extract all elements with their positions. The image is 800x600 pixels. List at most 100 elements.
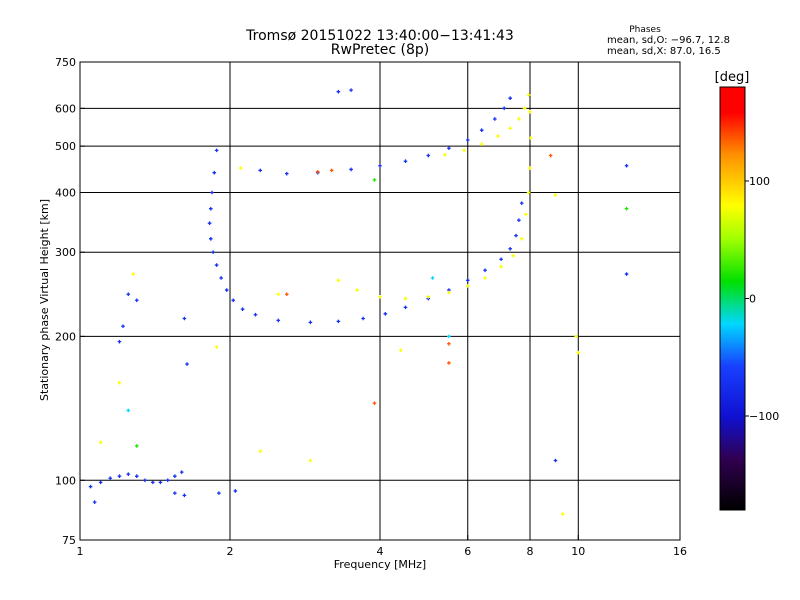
data-point	[447, 334, 451, 339]
axis-ticks: 1 2 4 6 8 10 16 75 100 200 300 400 500 600 750	[55, 56, 687, 558]
data-point	[276, 292, 281, 297]
data-point	[553, 193, 558, 197]
data-point	[361, 316, 365, 321]
data-point	[134, 298, 139, 303]
data-point	[143, 478, 147, 483]
data-point	[403, 159, 408, 164]
data-point	[117, 339, 122, 344]
data-point	[121, 324, 125, 329]
data-point	[514, 233, 518, 238]
grid-lines	[80, 62, 680, 540]
y-axis-label: Stationary phase Virtual Height [km]	[38, 199, 51, 401]
data-point	[624, 206, 629, 211]
colorbar	[719, 86, 746, 511]
data-point	[151, 480, 155, 485]
data-point	[372, 401, 377, 405]
data-point	[496, 134, 500, 138]
data-point	[211, 250, 215, 255]
stats-o-mode: mean, sd,O: −96.7, 12.8	[607, 35, 730, 46]
data-point	[329, 168, 334, 173]
data-point	[465, 278, 470, 283]
data-point	[134, 474, 139, 478]
data-point	[336, 319, 341, 324]
data-point	[378, 163, 382, 168]
chart-title: Tromsø 20151022 13:40:00−13:41:43	[245, 28, 514, 44]
y-tick-label: 750	[55, 56, 76, 69]
data-point	[383, 311, 388, 316]
data-point	[233, 489, 238, 493]
data-point	[355, 288, 359, 292]
x-axis-label: Frequency [MHz]	[334, 558, 426, 571]
data-point	[624, 163, 629, 168]
data-point	[217, 491, 221, 495]
data-point	[258, 449, 263, 454]
x-tick-label: 16	[673, 545, 687, 558]
data-point	[483, 276, 487, 280]
data-point	[548, 153, 553, 158]
data-point	[508, 246, 512, 251]
data-point	[253, 312, 258, 317]
data-point	[447, 341, 451, 346]
y-tick-label: 400	[55, 186, 76, 199]
colorbar-ticks: 100 0 −100	[745, 175, 779, 423]
data-point	[511, 253, 515, 258]
chart-subtitle: RwPretec (8p)	[331, 42, 429, 58]
data-point	[522, 106, 527, 111]
data-point	[508, 126, 512, 131]
data-point	[231, 298, 236, 303]
data-point	[212, 170, 217, 175]
data-point	[483, 268, 487, 273]
data-point	[92, 500, 97, 504]
data-point	[465, 284, 470, 288]
colorbar-label: [deg]	[715, 70, 750, 85]
data-point	[117, 474, 122, 478]
data-point	[315, 169, 320, 174]
data-point	[403, 305, 408, 310]
data-point	[224, 288, 229, 292]
data-point	[214, 263, 219, 267]
data-point	[443, 152, 447, 157]
data-point	[134, 444, 139, 448]
data-point	[465, 138, 470, 142]
data-point	[210, 190, 214, 195]
data-point	[126, 292, 131, 297]
data-point	[126, 408, 131, 413]
data-point	[574, 334, 578, 339]
data-point	[426, 295, 431, 299]
data-point	[214, 345, 219, 349]
y-tick-label: 600	[55, 102, 76, 115]
x-tick-label: 10	[571, 545, 585, 558]
data-point	[479, 142, 484, 146]
data-point	[378, 295, 382, 299]
colorbar-tick-label: −100	[749, 410, 779, 423]
stats-heading: Phases	[629, 25, 661, 35]
data-point	[284, 292, 289, 297]
data-point	[553, 458, 558, 463]
y-tick-label: 200	[55, 330, 76, 343]
y-tick-label: 75	[62, 534, 76, 547]
data-point	[624, 272, 629, 276]
data-point	[276, 318, 281, 323]
data-point	[430, 276, 435, 280]
x-tick-label: 2	[227, 545, 234, 558]
data-point	[158, 480, 163, 485]
data-point	[185, 362, 189, 366]
data-point	[219, 276, 223, 280]
data-point	[403, 296, 408, 301]
data-point	[517, 117, 521, 121]
x-tick-label: 4	[377, 545, 384, 558]
data-point	[98, 440, 103, 445]
data-point	[336, 278, 341, 283]
data-point	[179, 470, 184, 474]
data-point	[98, 480, 103, 485]
data-point	[398, 348, 403, 353]
data-point	[447, 290, 451, 295]
data-point	[108, 476, 113, 481]
data-point	[528, 136, 533, 140]
y-tick-label: 300	[55, 246, 76, 259]
data-point	[519, 237, 524, 241]
data-point	[214, 148, 219, 153]
data-point	[182, 316, 187, 321]
colorbar-tick-label: 100	[749, 175, 770, 188]
